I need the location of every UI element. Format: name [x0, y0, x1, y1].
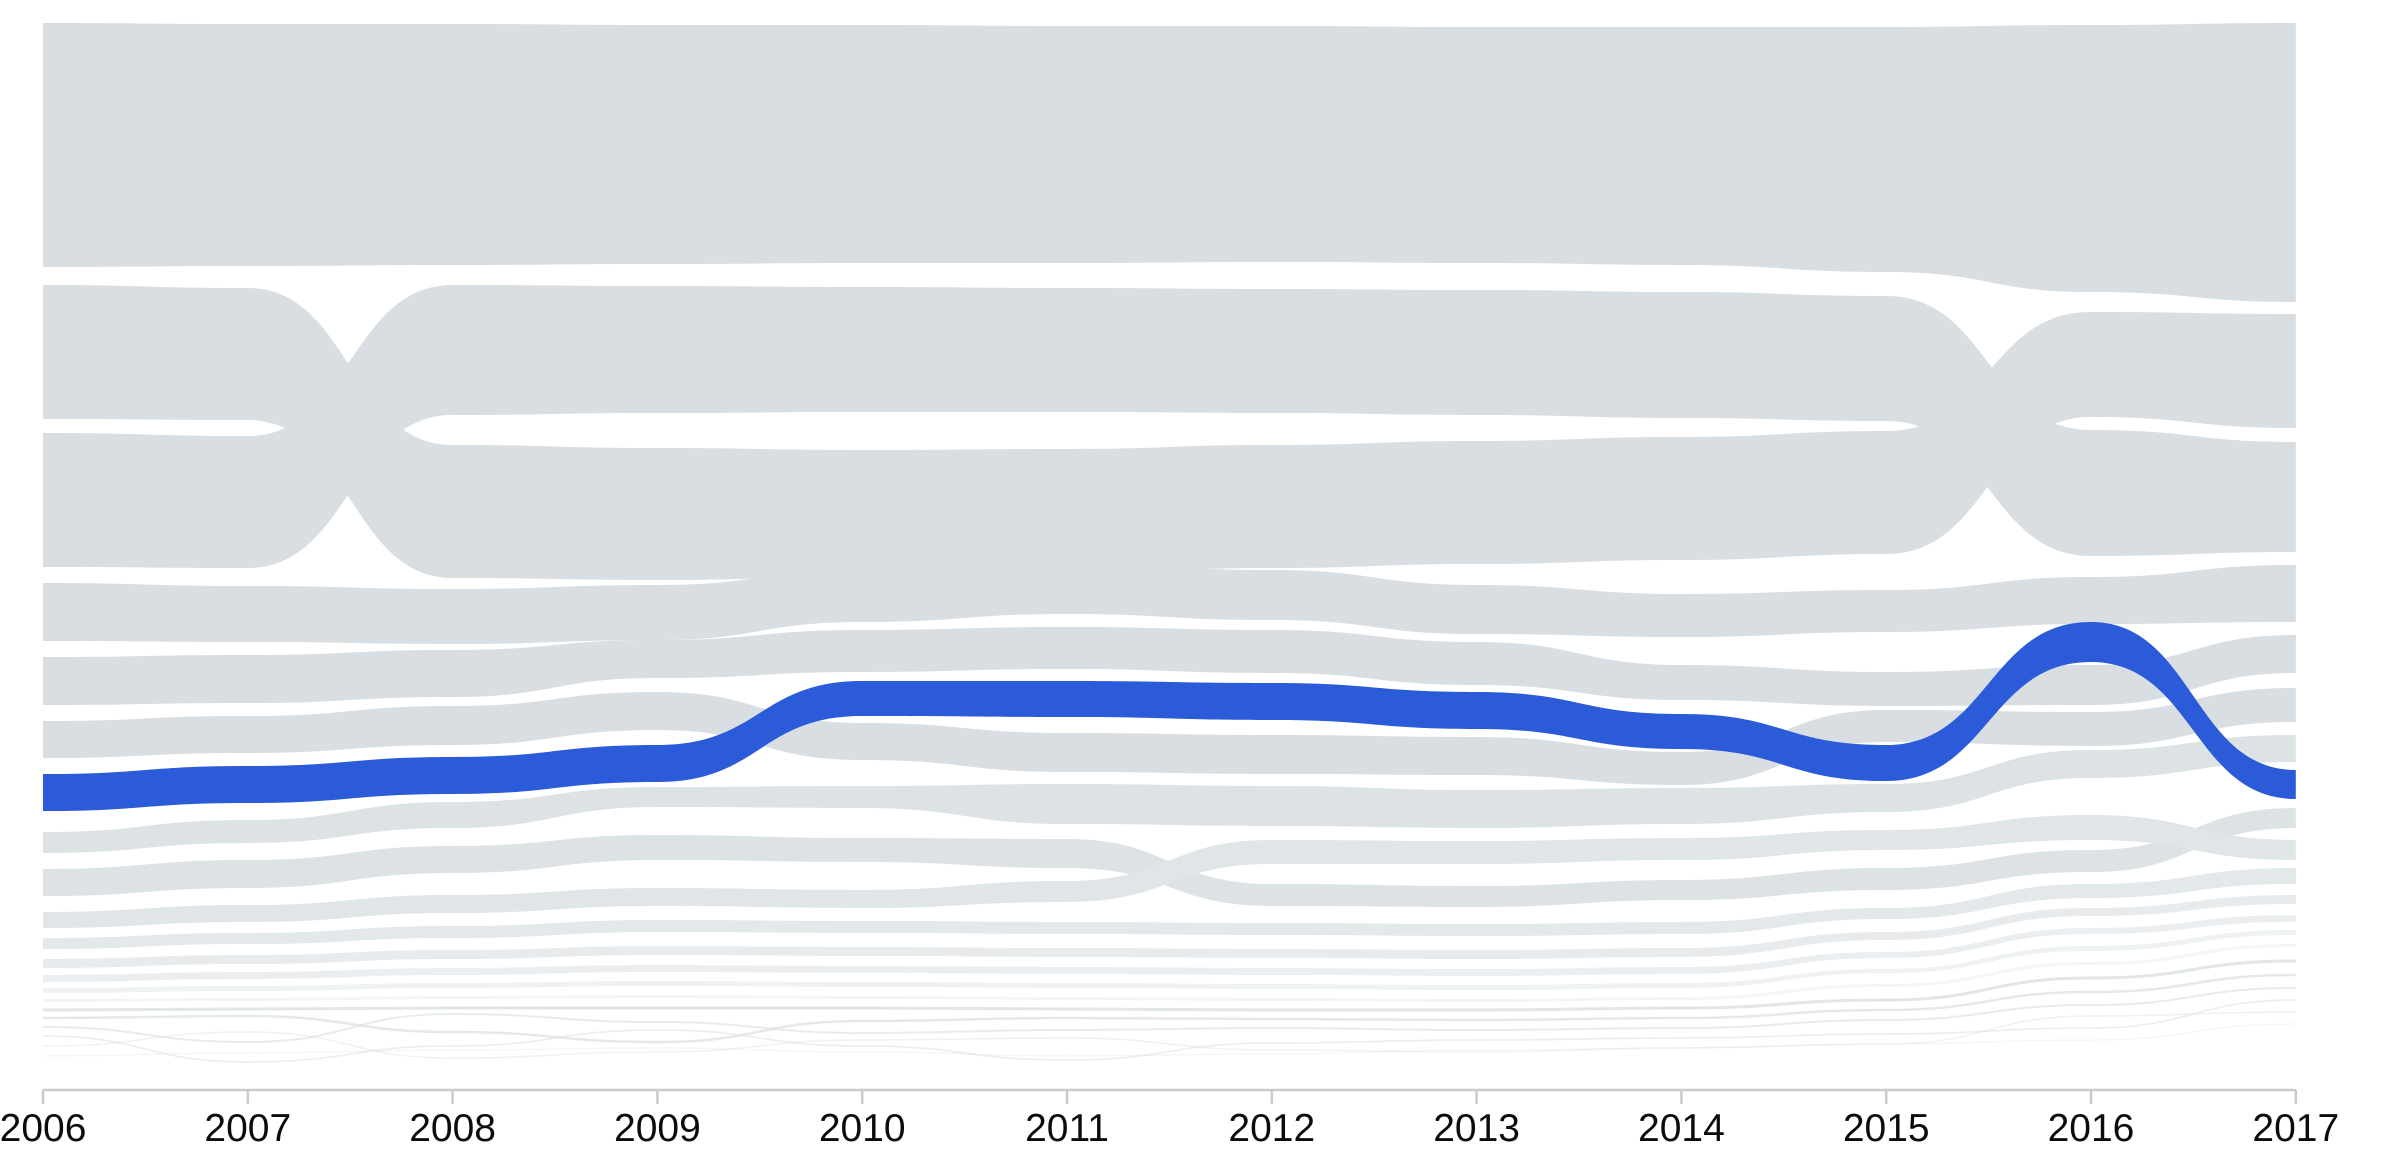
stream-band-2[interactable] [43, 285, 2296, 580]
x-axis-label-2012: 2012 [1228, 1107, 1315, 1150]
stream-band-9[interactable] [43, 815, 2296, 928]
x-axis-label-2014: 2014 [1638, 1107, 1725, 1150]
stream-band-3[interactable] [43, 285, 2296, 568]
stream-hairline-3[interactable] [42, 987, 2296, 1044]
stream-band-10[interactable] [43, 868, 2296, 949]
stream-band-13[interactable] [43, 930, 2296, 993]
x-axis-label-2015: 2015 [1843, 1107, 1930, 1150]
stream-hairline-6[interactable] [42, 1023, 2296, 1057]
stream-hairline-5[interactable] [42, 1011, 2296, 1059]
x-axis-label-2016: 2016 [2048, 1107, 2135, 1150]
x-axis-label-2013: 2013 [1433, 1107, 1520, 1150]
stream-band-11[interactable] [43, 895, 2296, 968]
stream-band-12[interactable] [43, 915, 2296, 982]
x-axis-label-2007: 2007 [204, 1107, 291, 1150]
stream-band-7[interactable] [43, 735, 2296, 853]
x-axis-label-2009: 2009 [614, 1107, 701, 1150]
x-axis-label-2017: 2017 [2252, 1107, 2339, 1150]
stream-hairline-2[interactable] [42, 973, 2296, 1044]
stream-band-4[interactable] [43, 563, 2296, 644]
x-axis-label-2010: 2010 [819, 1107, 906, 1150]
x-axis: 2006 2007 2008 2009 2010 2011 2012 2013 2014 2015… [0, 1088, 2339, 1150]
x-axis-label-2011: 2011 [1025, 1107, 1109, 1150]
stream-band-6[interactable] [43, 688, 2296, 785]
x-axis-label-2006: 2006 [0, 1107, 86, 1150]
highlighted-stream[interactable] [43, 622, 2296, 811]
stream-band-8[interactable] [43, 808, 2296, 907]
stream-hairline-1[interactable] [42, 959, 2296, 1012]
stream-band-1[interactable] [43, 23, 2296, 302]
x-axis-label-2008: 2008 [409, 1107, 496, 1150]
stream-hairline-4[interactable] [42, 999, 2296, 1063]
stream-band-5[interactable] [43, 627, 2296, 706]
